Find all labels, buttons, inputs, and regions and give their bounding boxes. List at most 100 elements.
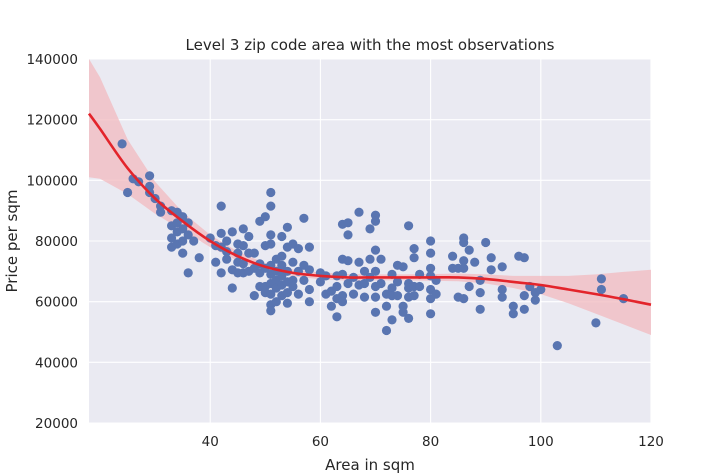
data-point <box>459 294 469 304</box>
data-point <box>222 236 232 246</box>
data-point <box>216 201 226 211</box>
data-point <box>359 292 370 302</box>
data-point <box>304 297 314 307</box>
data-point <box>448 251 458 261</box>
data-point <box>145 171 155 181</box>
data-point <box>519 253 529 263</box>
data-point <box>596 284 607 295</box>
data-point <box>332 312 342 322</box>
data-point <box>156 201 166 211</box>
data-point <box>376 254 386 264</box>
data-point <box>475 288 485 298</box>
data-point <box>486 253 496 263</box>
data-point <box>172 218 182 228</box>
y-tick-labels: 20000 40000 60000 80000 100000 120000 140000 <box>26 52 78 432</box>
regression-line <box>87 112 652 306</box>
data-point <box>343 278 353 289</box>
regression-line-group <box>87 112 652 306</box>
data-point <box>299 275 309 285</box>
data-point <box>277 260 287 270</box>
data-point <box>117 139 127 149</box>
data-point <box>348 289 359 299</box>
data-point <box>552 341 562 351</box>
data-point <box>409 291 419 301</box>
data-point <box>227 283 237 293</box>
data-point <box>238 241 248 251</box>
data-points <box>117 139 629 351</box>
data-point <box>426 309 436 319</box>
y-axis-label: Price per sqm <box>3 190 21 293</box>
data-point <box>370 292 381 302</box>
x-tick-label: 80 <box>422 434 439 450</box>
data-point <box>299 213 309 223</box>
data-point <box>211 257 221 267</box>
data-point <box>409 244 419 254</box>
data-point <box>519 304 529 314</box>
data-point <box>222 254 232 264</box>
data-point <box>426 263 436 273</box>
data-point <box>376 278 386 289</box>
y-tick-label: 140000 <box>26 52 78 68</box>
data-point <box>183 268 193 278</box>
data-point <box>216 228 226 238</box>
data-point <box>266 306 276 316</box>
data-point <box>530 295 540 305</box>
data-point <box>293 244 303 254</box>
x-tick-label: 120 <box>638 434 664 450</box>
data-point <box>370 266 381 276</box>
data-point <box>426 236 436 246</box>
data-point <box>508 301 518 311</box>
data-point <box>189 236 199 246</box>
data-point <box>459 263 469 273</box>
data-point <box>365 254 375 264</box>
data-point <box>282 288 292 298</box>
data-point <box>354 257 364 267</box>
data-point <box>266 187 276 198</box>
data-point <box>277 251 287 261</box>
data-point <box>266 289 276 299</box>
data-point <box>519 291 529 301</box>
y-tick-label: 100000 <box>26 173 78 189</box>
data-point <box>392 277 403 287</box>
y-tick-label: 40000 <box>35 355 78 371</box>
data-point <box>216 268 226 278</box>
data-point <box>288 281 298 292</box>
data-point <box>470 257 480 267</box>
data-point <box>238 224 248 234</box>
y-tick-label: 120000 <box>26 113 78 129</box>
data-point <box>277 231 287 242</box>
data-point <box>178 248 188 258</box>
data-point <box>123 187 133 198</box>
data-point <box>354 207 364 217</box>
data-point <box>497 292 507 302</box>
data-point <box>497 284 507 295</box>
data-point <box>486 265 496 275</box>
data-point <box>167 233 177 243</box>
data-point <box>249 291 259 301</box>
data-point <box>536 284 546 295</box>
data-point <box>359 278 370 289</box>
data-point <box>343 218 353 228</box>
data-point <box>370 245 381 255</box>
data-point <box>404 313 414 323</box>
data-point <box>381 325 392 336</box>
x-axis-label: Area in sqm <box>325 456 415 474</box>
data-point <box>282 222 292 232</box>
data-point <box>398 307 408 317</box>
data-point <box>326 301 336 311</box>
data-point <box>398 262 408 272</box>
data-point <box>404 221 414 231</box>
data-point <box>481 237 491 248</box>
data-point <box>370 216 381 226</box>
data-point <box>282 298 292 308</box>
data-point <box>266 239 276 249</box>
data-point <box>426 248 436 258</box>
x-tick-label: 100 <box>528 434 554 450</box>
data-point <box>343 256 353 266</box>
y-tick-label: 60000 <box>35 295 78 311</box>
data-point <box>409 253 419 263</box>
data-point <box>343 230 353 240</box>
data-point <box>271 297 281 307</box>
